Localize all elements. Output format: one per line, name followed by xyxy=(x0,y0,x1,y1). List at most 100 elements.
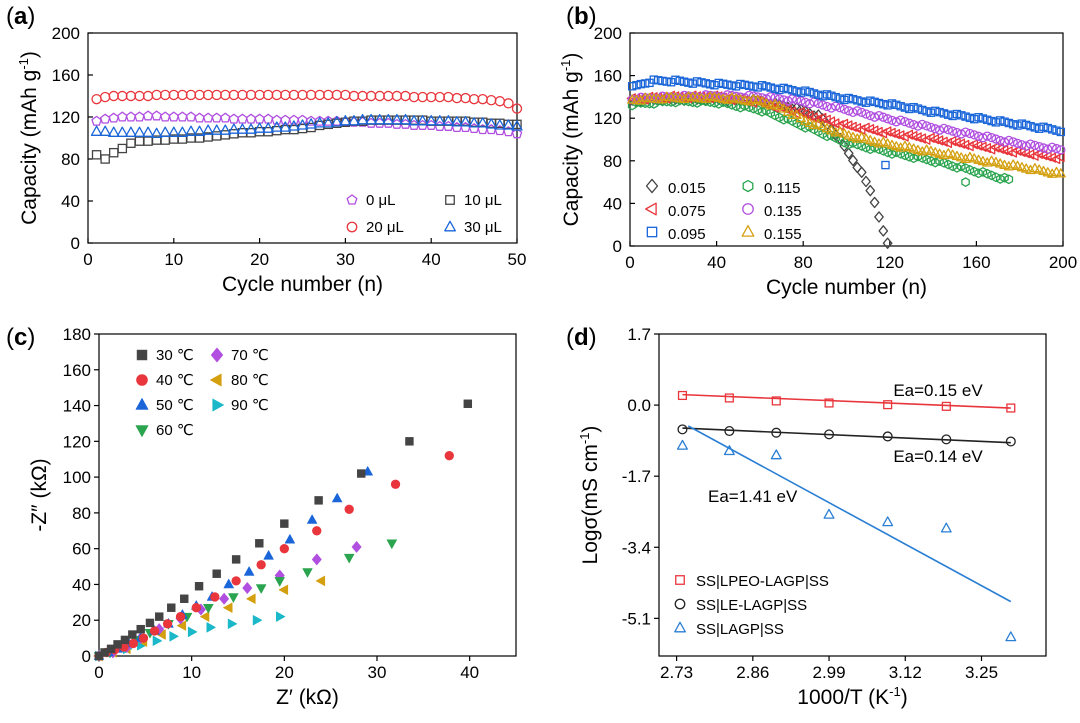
data-point xyxy=(275,611,286,622)
data-point xyxy=(978,114,988,123)
data-point xyxy=(100,154,110,164)
data-point xyxy=(434,120,445,131)
legend-label: 0.155 xyxy=(764,226,802,243)
data-point xyxy=(987,116,996,126)
data-point xyxy=(887,149,897,159)
y-tick-label: 160 xyxy=(63,361,91,380)
data-point xyxy=(973,131,984,141)
data-point xyxy=(929,134,940,145)
series-30L xyxy=(90,113,523,139)
legend-label: 0.075 xyxy=(668,203,706,220)
data-point xyxy=(723,80,732,89)
data-point xyxy=(908,119,919,130)
data-point xyxy=(177,89,188,101)
data-point xyxy=(770,84,780,93)
data-point xyxy=(313,117,326,128)
data-point xyxy=(804,117,815,128)
data-point xyxy=(813,118,824,129)
fit-line xyxy=(687,425,1012,603)
data-point xyxy=(262,113,274,124)
data-point xyxy=(312,526,322,536)
data-point xyxy=(818,100,828,110)
data-point xyxy=(494,96,506,107)
data-point xyxy=(848,107,858,118)
data-point xyxy=(917,146,928,156)
data-point xyxy=(679,93,690,104)
data-point xyxy=(861,109,871,119)
data-point xyxy=(151,110,162,121)
data-point xyxy=(749,82,758,91)
panel-b: (b) 0 40 80 120 160 200 0 40 80 120 160 200 Cycle nu… xyxy=(558,3,1077,299)
x-tick-label: 50 xyxy=(508,250,527,269)
data-point xyxy=(722,94,733,104)
series-SS-LAGP-SS xyxy=(676,425,1017,642)
data-point xyxy=(974,168,983,179)
data-point xyxy=(918,105,927,115)
data-point xyxy=(671,75,680,85)
data-point xyxy=(1025,139,1036,149)
data-point xyxy=(159,126,171,137)
data-point xyxy=(1038,143,1049,153)
data-point xyxy=(653,76,663,85)
data-point xyxy=(861,98,871,107)
data-point xyxy=(843,147,854,160)
data-point xyxy=(856,131,867,142)
legend-label: 0.095 xyxy=(668,226,706,243)
x-axis-title: Cycle number (n) xyxy=(766,276,927,299)
data-point xyxy=(783,84,793,94)
data-point xyxy=(865,184,876,197)
legend-label: 40 ℃ xyxy=(156,372,194,389)
x-tick-label: 20 xyxy=(275,663,294,682)
y-tick-label: 40 xyxy=(72,575,91,594)
data-point xyxy=(1006,403,1016,413)
data-point xyxy=(451,116,463,127)
data-point xyxy=(155,612,164,621)
data-point xyxy=(649,75,659,84)
data-point xyxy=(223,602,233,613)
data-point xyxy=(306,514,318,524)
data-point xyxy=(202,124,214,135)
data-point xyxy=(323,89,334,101)
data-point xyxy=(143,136,153,146)
data-point xyxy=(761,98,772,108)
data-point xyxy=(821,123,833,133)
data-point xyxy=(844,139,853,150)
y-axis-title: Capacity (mAh g-1) xyxy=(16,51,41,225)
data-point xyxy=(142,110,154,121)
data-point xyxy=(931,106,940,116)
panel-d: (d) 2.73 2.86 2.99 3.12 3.25 -5.1 -3.4 -1.7 0.0 1… xyxy=(566,324,1047,709)
data-point xyxy=(1004,118,1014,128)
y-tick-label: 160 xyxy=(52,66,80,85)
data-point xyxy=(765,100,776,110)
data-point xyxy=(951,137,961,148)
data-point xyxy=(194,112,205,123)
x-tick-label: 30 xyxy=(368,663,387,682)
legend-label: 30 μL xyxy=(464,219,502,236)
data-point xyxy=(442,115,455,126)
data-point xyxy=(1034,141,1044,152)
x-tick-label: 40 xyxy=(460,663,479,682)
legend-label: 0.115 xyxy=(764,180,800,197)
data-point xyxy=(315,575,326,587)
data-point xyxy=(817,120,828,131)
data-point xyxy=(677,424,688,435)
data-point xyxy=(194,582,204,591)
data-point xyxy=(727,81,736,90)
x-tick-label: 2.99 xyxy=(812,663,845,682)
data-point xyxy=(305,89,317,101)
data-point xyxy=(1012,138,1023,148)
data-point xyxy=(770,93,780,103)
data-point xyxy=(399,113,412,125)
data-point xyxy=(792,95,802,105)
data-point xyxy=(757,93,767,103)
data-point xyxy=(133,126,146,137)
data-point xyxy=(909,102,918,112)
legend-marker xyxy=(674,621,686,633)
x-tick-label: 120 xyxy=(876,253,904,272)
data-point xyxy=(744,96,755,106)
data-point xyxy=(839,128,850,138)
data-point xyxy=(823,508,835,519)
data-point xyxy=(279,121,292,132)
data-point xyxy=(926,122,936,132)
data-point xyxy=(887,99,897,108)
